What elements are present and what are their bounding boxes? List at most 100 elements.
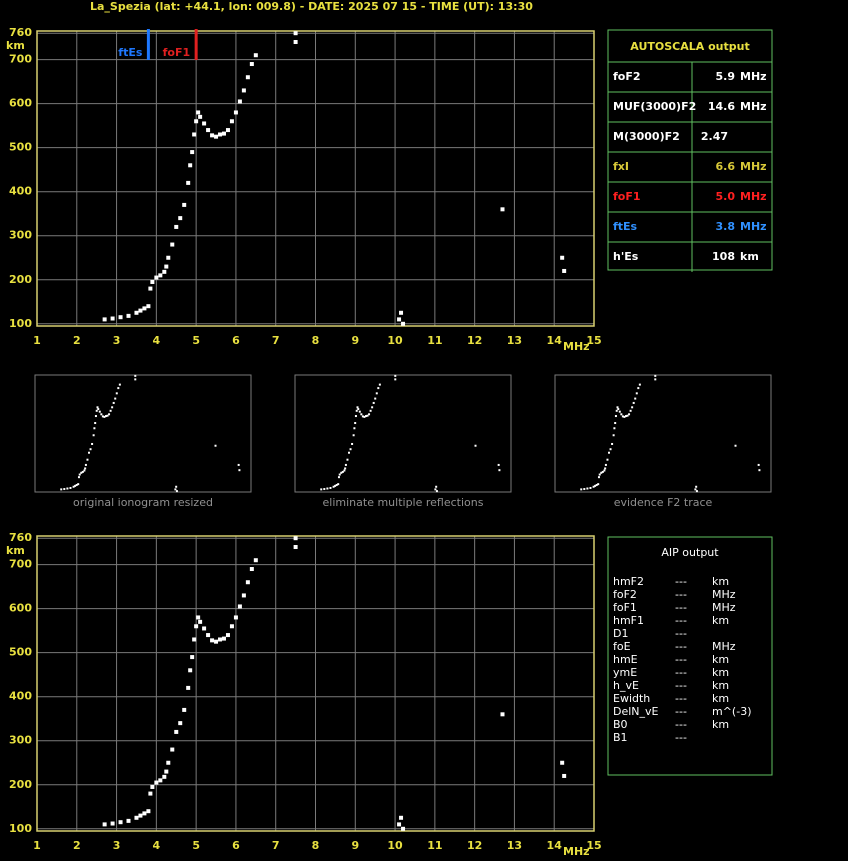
thumbnail-point [695, 485, 698, 488]
x-tick-label: 3 [113, 839, 121, 852]
x-tick-label: 2 [73, 334, 81, 347]
thumbnail-point [100, 413, 103, 416]
thumbnail-point [175, 490, 178, 493]
aip-value: --- [675, 575, 687, 588]
thumbnail-point [734, 444, 737, 447]
trace-point [162, 774, 167, 779]
thumbnail-point [75, 484, 78, 487]
aip-value: --- [675, 718, 687, 731]
aip-value: --- [675, 601, 687, 614]
aip-label: DelN_vE [613, 705, 659, 718]
aip-unit: km [712, 575, 729, 588]
trace-point [293, 545, 298, 550]
thumbnail-point [81, 470, 84, 473]
y-tick-label: 200 [9, 778, 32, 791]
trace-point [560, 760, 565, 765]
trace-point [245, 580, 250, 585]
thumbnail-point [597, 483, 600, 486]
thumbnail-point [355, 409, 358, 412]
aip-label: hmE [613, 653, 638, 666]
thumbnail-point [372, 401, 375, 404]
trace-point [214, 134, 219, 139]
thumbnail-point [375, 392, 378, 395]
aip-value: --- [675, 588, 687, 601]
thumbnail-point [634, 397, 637, 400]
trace-point [134, 310, 139, 315]
trace-point [399, 310, 404, 315]
autoscala-label: foF1 [613, 190, 641, 203]
x-tick-label: 5 [192, 334, 200, 347]
thumbnail-point [351, 442, 354, 445]
trace-point [150, 784, 155, 789]
trace-point [237, 99, 242, 104]
y-tick-label: 300 [9, 229, 32, 242]
y-tick-label: 500 [9, 646, 32, 659]
thumbnail-point [354, 415, 357, 418]
trace-point [192, 132, 197, 137]
thumbnail-point [94, 422, 97, 425]
thumbnail-point [589, 486, 592, 489]
x-tick-label: 15 [586, 334, 601, 347]
autoscala-value: 14.6 [708, 100, 735, 113]
x-tick-label: 11 [427, 334, 442, 347]
thumbnail-point [320, 488, 323, 491]
trace-point [253, 53, 258, 58]
thumbnail-point [80, 471, 83, 474]
thumbnail-point [84, 467, 87, 470]
thumbnail-point [614, 415, 617, 418]
thumbnail-point [609, 448, 612, 451]
aip-unit: km [712, 653, 729, 666]
aip-unit: km [712, 718, 729, 731]
trace-point [118, 820, 123, 825]
thumbnail-point [356, 406, 359, 409]
thumbnail-point [621, 415, 624, 418]
thumbnail-point [623, 415, 626, 418]
aip-value: --- [675, 653, 687, 666]
x-tick-label: 13 [507, 334, 522, 347]
thumbnail-point [329, 486, 332, 489]
trace-point [249, 567, 254, 572]
thumbnail-point [72, 485, 75, 488]
trace-point [110, 316, 115, 321]
thumbnail-point [586, 487, 589, 490]
thumbnail-point [95, 409, 98, 412]
y-tick-label: 600 [9, 97, 32, 110]
trace-point [210, 133, 215, 138]
autoscala-label: ftEs [613, 220, 638, 233]
thumbnail-point [369, 409, 372, 412]
trace-point [174, 729, 179, 734]
thumbnail-frame [34, 374, 252, 493]
x-tick-label: 1 [33, 334, 41, 347]
autoscala-unit: MHz [740, 100, 767, 113]
trace-point [154, 275, 159, 280]
thumbnail-point [368, 413, 371, 416]
thumbnail-point [654, 374, 657, 377]
trace-point [166, 760, 171, 765]
trace-point [194, 119, 199, 124]
autoscala-value: 3.8 [716, 220, 736, 233]
thumbnail-point [598, 473, 601, 476]
thumbnail-point [86, 458, 89, 461]
x-tick-label: 1 [33, 839, 41, 852]
aip-label: B0 [613, 718, 628, 731]
trace-point [560, 255, 565, 260]
trace-point [178, 721, 183, 726]
trace-point [142, 811, 147, 816]
thumbnail-point [114, 397, 117, 400]
thumbnail-point [69, 486, 72, 489]
thumbnail-point [434, 488, 437, 491]
thumbnail-point [360, 413, 363, 416]
thumbnail-point [346, 458, 349, 461]
trace-point [241, 88, 246, 93]
thumbnail-point [580, 488, 583, 491]
aip-value: --- [675, 614, 687, 627]
thumbnail-point [63, 488, 66, 491]
x-tick-label: 9 [351, 334, 359, 347]
thumbnail-point [174, 488, 177, 491]
autoscala-unit: MHz [740, 70, 767, 83]
thumbnail-point [618, 410, 621, 413]
thumbnail-point [340, 471, 343, 474]
thumbnail-point [474, 444, 477, 447]
thumbnail-point [595, 484, 598, 487]
thumbnail-point [84, 463, 87, 466]
